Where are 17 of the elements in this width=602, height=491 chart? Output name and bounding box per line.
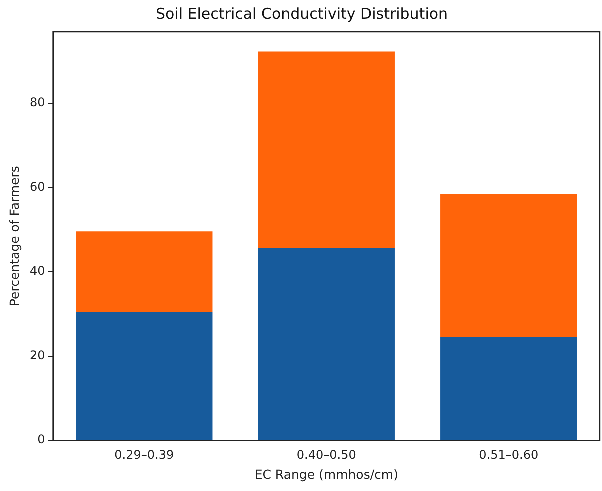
y-tick-label: 60: [30, 180, 46, 194]
bar: [440, 337, 578, 440]
bar: [76, 232, 213, 313]
y-tick-label: 0: [38, 432, 46, 447]
bar: [258, 52, 395, 248]
bar: [258, 248, 395, 440]
y-tick-label: 80: [30, 96, 46, 110]
y-axis-title: Percentage of Farmers: [6, 166, 22, 307]
x-axis-title: EC Range (mmhos/cm): [254, 466, 398, 482]
x-tick-label: 0.51–0.60: [479, 448, 539, 462]
chart-title: Soil Electrical Conductivity Distribution: [156, 4, 448, 23]
y-tick-label: 40: [30, 264, 46, 278]
y-tick-label: 20: [30, 348, 46, 362]
bar: [76, 312, 213, 440]
bar: [440, 194, 578, 338]
x-tick-label: 0.29–0.39: [114, 448, 174, 462]
x-tick-label: 0.40–0.50: [296, 448, 356, 462]
